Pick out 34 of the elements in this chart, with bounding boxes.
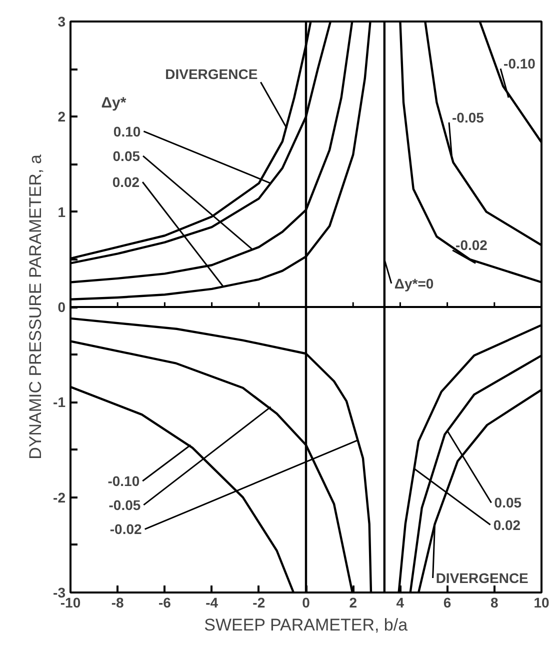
x-tick-label: -2	[252, 594, 266, 610]
y-tick-label: -3	[53, 584, 66, 600]
x-tick-label: -6	[158, 594, 172, 610]
x-tick-label: 8	[490, 594, 499, 610]
annotation: 0.02	[112, 174, 140, 190]
annotation: -0.10	[504, 56, 536, 72]
legend-title: Δy*	[101, 94, 126, 112]
annotation: -0.05	[108, 496, 141, 513]
y-tick-label: 0	[58, 299, 66, 315]
annotation: Δy*=0	[394, 275, 434, 292]
y-tick-label: -2	[53, 489, 66, 506]
y-tick-label: 3	[58, 14, 66, 30]
y-tick-label: -1	[53, 394, 66, 410]
y-tick-label: 2	[58, 108, 66, 125]
x-tick-label: 6	[443, 594, 452, 610]
x-tick-label: -8	[111, 594, 124, 610]
annotation: 0.05	[494, 494, 522, 511]
y-axis-title: DYNAMIC PRESSURE PARAMETER, a	[26, 154, 46, 460]
x-tick-label: -4	[206, 594, 218, 610]
x-tick-label: 0	[302, 594, 310, 610]
annotation: -0.05	[452, 109, 484, 126]
annotation: DIVERGENCE	[165, 66, 258, 82]
annotation: -0.02	[110, 521, 142, 538]
x-tick-label: 2	[349, 594, 358, 610]
y-tick-label: 1	[58, 204, 66, 220]
x-tick-label: 4	[396, 594, 404, 610]
x-axis-title: SWEEP PARAMETER, b/a	[204, 616, 408, 634]
annotation: 0.10	[113, 123, 141, 140]
annotation: DIVERGENCE	[436, 570, 528, 586]
annotation: 0.05	[112, 148, 140, 164]
annotation: -0.02	[456, 237, 488, 254]
annotation: -0.10	[108, 472, 140, 489]
x-tick-label: 10	[534, 594, 549, 610]
annotation: 0.02	[493, 516, 521, 533]
